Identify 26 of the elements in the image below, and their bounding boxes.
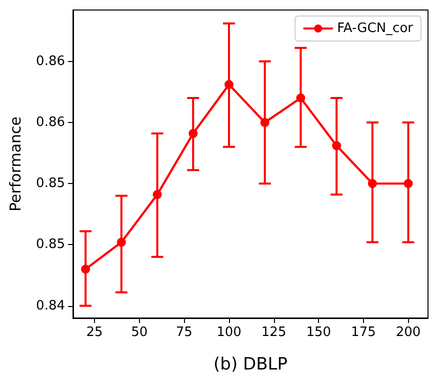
point <box>332 141 342 150</box>
x-tick-label: 50 <box>131 325 148 340</box>
point <box>296 94 306 102</box>
legend-label: FA-GCN_cor <box>337 21 414 36</box>
point <box>81 264 90 274</box>
point <box>116 238 126 247</box>
x-tick-label: 100 <box>216 325 242 340</box>
point <box>368 179 377 188</box>
x-tick-label: 175 <box>351 325 376 340</box>
x-tick-label: 25 <box>86 325 103 340</box>
x-tick-label: 75 <box>176 325 192 340</box>
point <box>188 128 198 138</box>
point <box>224 80 234 90</box>
x-tick-label: 150 <box>306 325 332 340</box>
x-tick-label: 200 <box>396 325 421 340</box>
x-axis-title: (b) DBLP <box>214 354 288 374</box>
point <box>152 190 162 200</box>
point <box>260 118 270 127</box>
y-tick-label: 0.85 <box>36 237 65 252</box>
y-tick-label: 0.86 <box>36 54 65 69</box>
y-tick-label: 0.84 <box>36 298 65 314</box>
y-tick-label: 0.86 <box>36 114 65 130</box>
y-tick-label: 0.85 <box>36 176 65 192</box>
point <box>404 179 413 188</box>
x-tick-label: 125 <box>261 325 286 340</box>
y-axis-title: Performance <box>6 116 24 212</box>
